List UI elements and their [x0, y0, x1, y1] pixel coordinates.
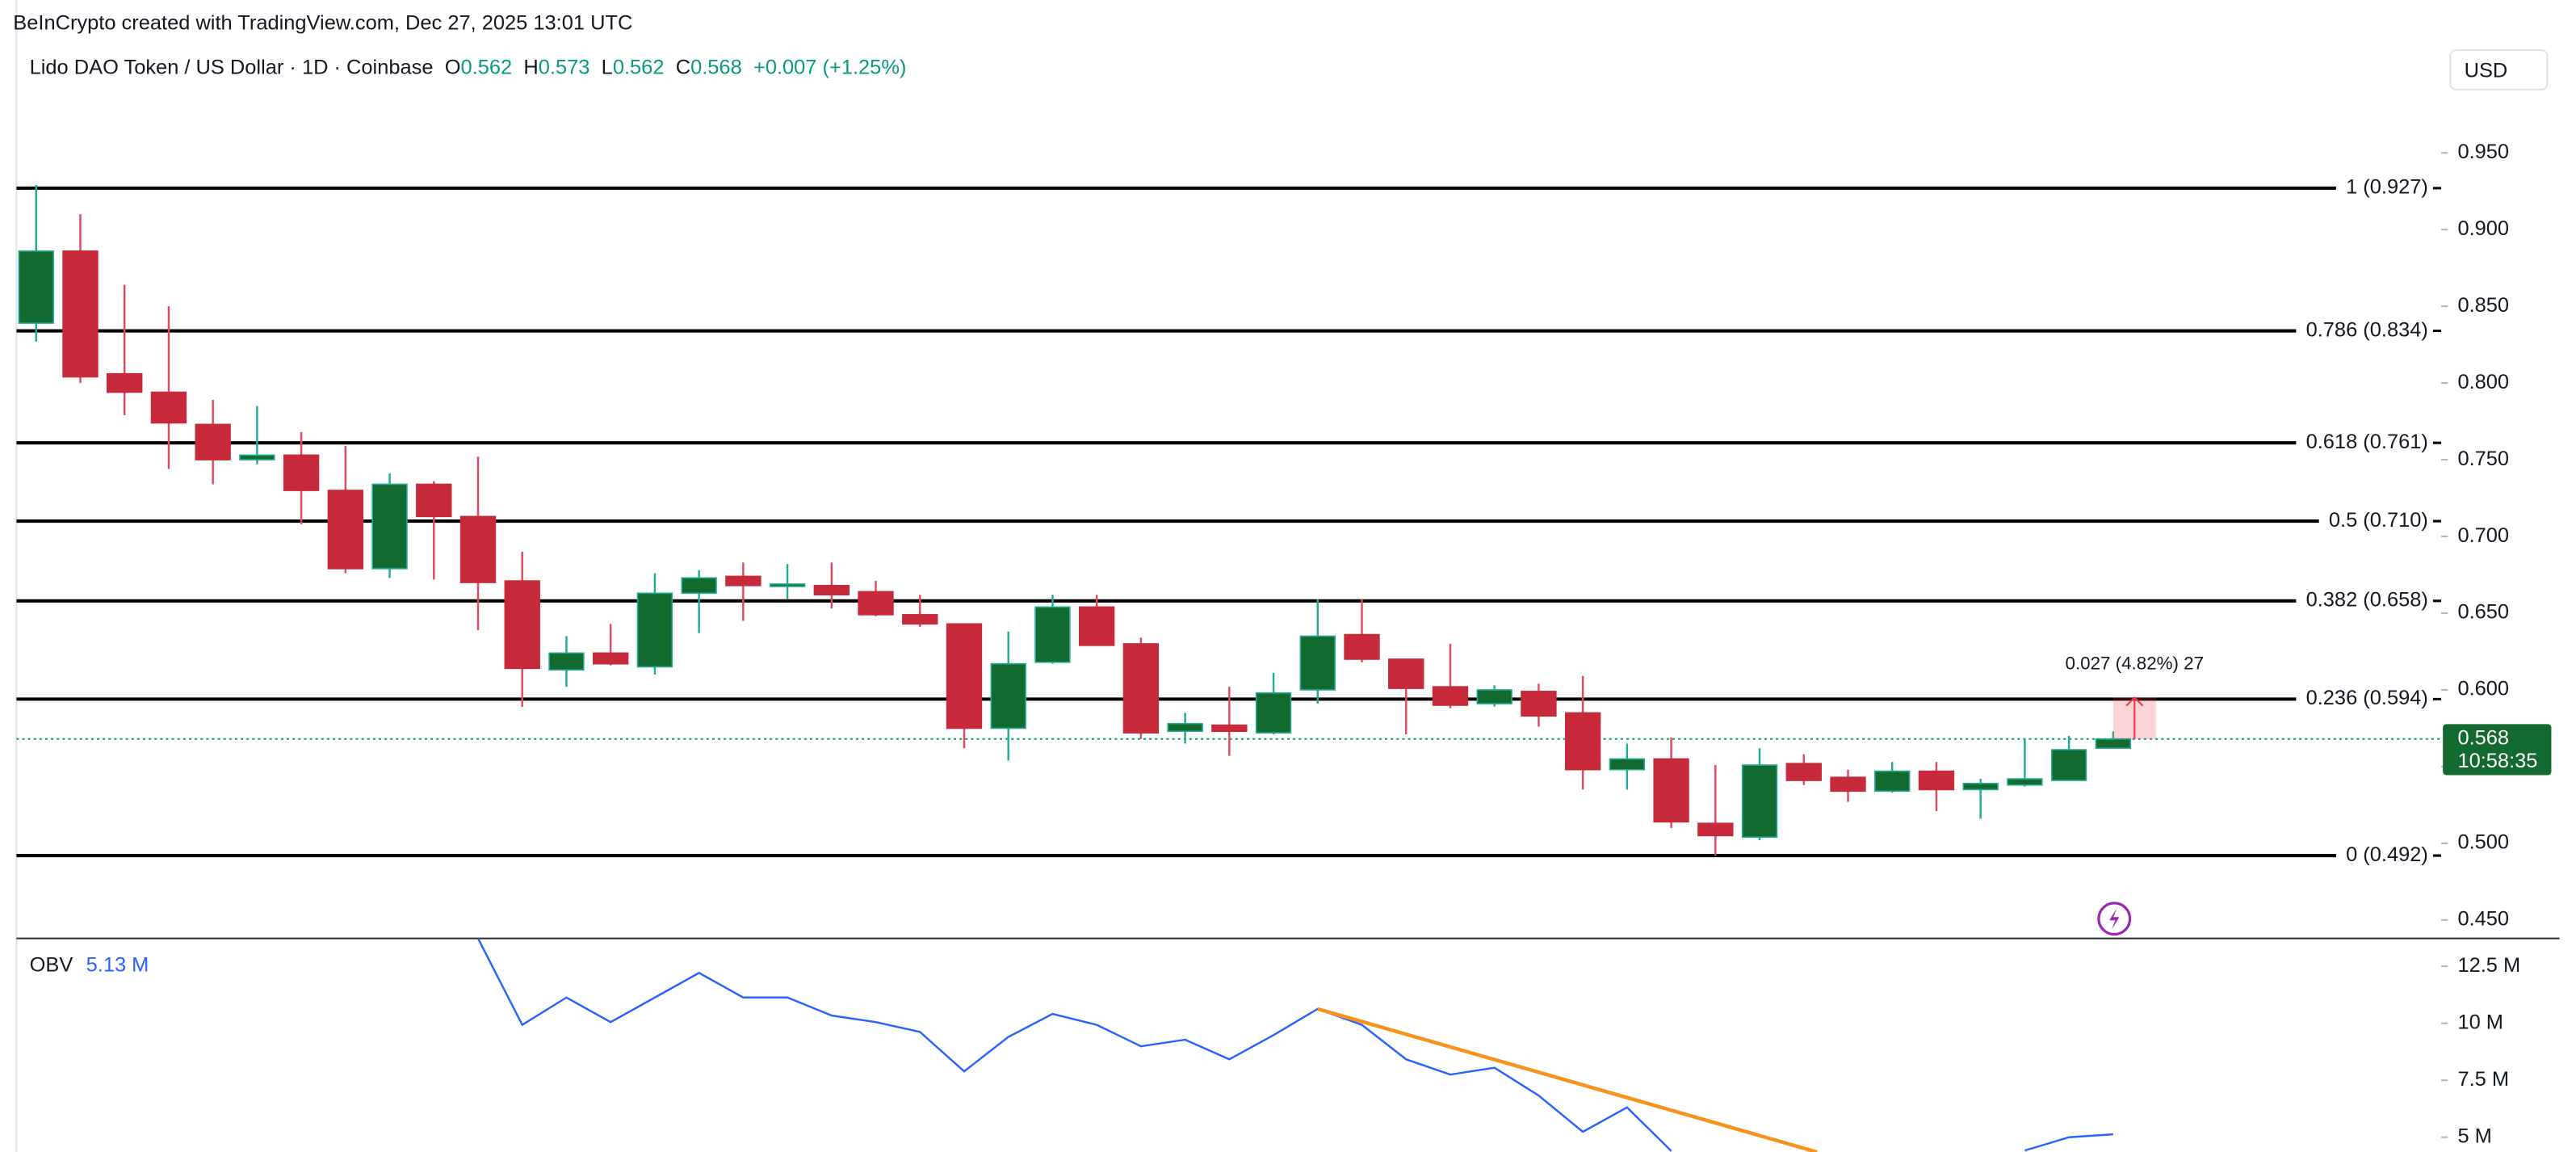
obv-trendline [1317, 1007, 1818, 1152]
candle-body [1078, 606, 1115, 646]
candle-body [504, 580, 540, 670]
obv-line [476, 938, 2113, 1152]
fib-label: 0 (0.492) [2346, 843, 2428, 866]
countdown-label: 10:58:35 [2457, 750, 2537, 772]
price-pane: 1 (0.927) 0.786 (0.834) 0.618 (0.761) 0.5 (… [16, 176, 2442, 866]
candle-body [371, 483, 408, 570]
candle-body [107, 372, 143, 393]
last-price-label: 0.568 [2457, 726, 2509, 749]
candle-body [1388, 658, 1424, 689]
last-price-tag [2443, 724, 2552, 776]
candle-body [1211, 724, 1248, 733]
candle-body [1609, 758, 1646, 771]
candle-body [416, 483, 452, 518]
candle-body [725, 575, 761, 587]
y-tick-label: 0.950 [2457, 141, 2509, 163]
candle-body [1167, 722, 1203, 733]
candle-body [1962, 783, 1999, 791]
axes: 0.4500.5000.5500.6000.6500.7000.7500.800… [2441, 141, 2552, 1147]
candle-body [946, 623, 983, 729]
fib-label: 0.618 (0.761) [2306, 431, 2428, 453]
obv-name: OBV [29, 952, 73, 977]
y-tick-label: 0.850 [2457, 294, 2509, 317]
symbol-legend: Lido DAO Token / US Dollar · 1D · Coinba… [30, 56, 907, 78]
fib-label: 0.786 (0.834) [2306, 318, 2428, 341]
y-tick-label: 0.900 [2457, 217, 2509, 240]
y-tick-label: 0.750 [2457, 448, 2509, 470]
candle-body [1830, 776, 1866, 793]
candle-body [548, 652, 585, 671]
legend-label: H [523, 56, 539, 79]
obv-tick-label: 5 M [2457, 1125, 2491, 1147]
candle-body [681, 577, 717, 595]
candle-body [2050, 749, 2087, 781]
candle-body [593, 652, 629, 665]
candle-body [18, 250, 54, 324]
measure-arrowhead [2125, 696, 2144, 707]
obv-tick-label: 10 M [2457, 1011, 2503, 1033]
legend-change: +0.007 (+1.25%) [753, 56, 907, 79]
candle-body [2007, 778, 2043, 786]
obv-value: 5.13 M [86, 952, 149, 977]
attribution: BeInCrypto created with TradingView.com,… [13, 11, 633, 35]
candle-body [1344, 633, 1380, 660]
fib-label: 0.236 (0.594) [2306, 687, 2428, 709]
candle-body [327, 490, 364, 570]
legend-value: 0.568 [690, 56, 742, 79]
currency-button[interactable]: USD [2449, 49, 2549, 90]
candle-body [2095, 738, 2132, 749]
fib-label: 0.5 (0.710) [2329, 509, 2428, 532]
candle-body [1476, 689, 1512, 704]
y-tick-label: 0.450 [2457, 908, 2509, 931]
y-tick-label: 0.650 [2457, 601, 2509, 624]
symbol-title: Lido DAO Token / US Dollar · 1D · Coinba… [29, 56, 434, 79]
candle-body [769, 583, 806, 587]
candle-body [1874, 770, 1911, 793]
candle-body [858, 591, 894, 616]
candle-body [62, 250, 99, 378]
candle-body [902, 614, 938, 625]
candle-body [283, 454, 320, 491]
fib-label: 0.382 (0.658) [2306, 589, 2428, 612]
candle-body [195, 423, 231, 460]
obv-tick-label: 12.5 M [2457, 954, 2520, 977]
legend-value: 0.562 [612, 56, 665, 79]
candle-body [150, 391, 187, 424]
obv-legend: OBV 5.13 M [30, 953, 149, 976]
y-tick-label: 0.800 [2457, 371, 2509, 393]
candle-body [990, 662, 1026, 729]
candle-body [1034, 606, 1071, 663]
measure-label: 0.027 (4.82%) 27 [2066, 654, 2205, 674]
candle-body [636, 592, 673, 668]
legend-label: C [675, 56, 691, 79]
candle-body [1122, 643, 1160, 734]
candle-body [1918, 770, 1955, 791]
candle-body [1653, 758, 1689, 823]
fib-label: 1 (0.927) [2346, 176, 2428, 199]
candle-body [1255, 692, 1292, 734]
alert-icon[interactable] [2097, 902, 2132, 936]
candle-body [1564, 712, 1601, 771]
candle-body [1697, 822, 1734, 837]
obv-pane [476, 938, 2113, 1152]
candle-body [1785, 763, 1822, 781]
candle-body [1299, 635, 1336, 691]
candle-body [239, 454, 275, 460]
candle-body [1432, 686, 1469, 706]
y-tick-label: 0.600 [2457, 678, 2509, 700]
legend-label: L [601, 56, 613, 79]
legend-value: 0.573 [538, 56, 590, 79]
candle-body [459, 515, 497, 583]
y-tick-label: 0.500 [2457, 831, 2509, 854]
y-tick-label: 0.700 [2457, 524, 2509, 547]
candle-body [813, 584, 850, 596]
legend-value: 0.562 [460, 56, 513, 79]
candle-body [1521, 691, 1557, 717]
legend-label: O [444, 56, 461, 79]
candle-body [1741, 764, 1778, 839]
obv-tick-label: 7.5 M [2457, 1068, 2509, 1091]
